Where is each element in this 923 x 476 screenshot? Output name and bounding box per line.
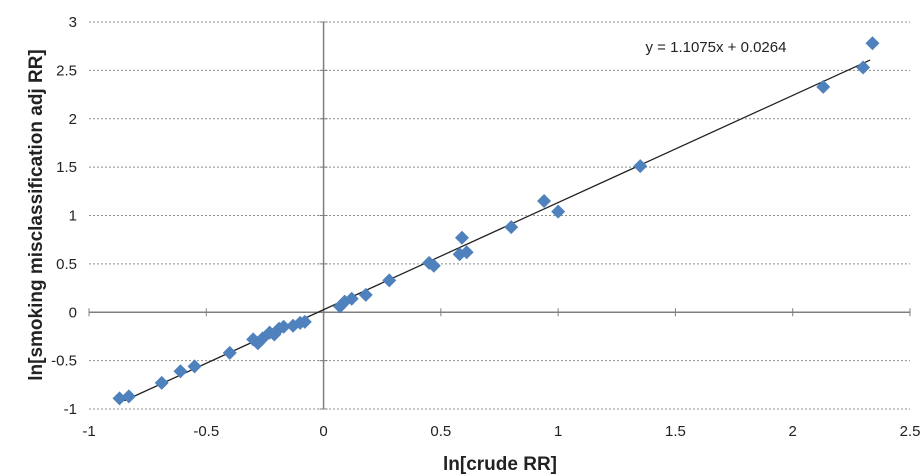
- data-points: [112, 36, 880, 406]
- data-point-3: [173, 364, 188, 379]
- data-point-25: [459, 245, 474, 260]
- y-axis-title: ln[smoking misclassification adj RR]: [26, 49, 47, 381]
- y-tick-label-3: 0.5: [56, 256, 77, 273]
- y-tick-label-8: 3: [69, 14, 77, 31]
- data-point-12: [276, 319, 291, 334]
- x-tick-label-5: 1.5: [665, 423, 686, 440]
- x-tick-label-7: 2.5: [900, 423, 921, 440]
- trendline: [123, 59, 871, 402]
- y-tick-label-6: 2: [69, 111, 77, 128]
- y-tick-label-1: -0.5: [51, 353, 77, 370]
- data-point-27: [537, 193, 552, 208]
- data-point-28: [551, 204, 566, 219]
- data-point-24: [454, 230, 469, 245]
- data-point-4: [187, 359, 202, 374]
- data-point-20: [382, 273, 397, 288]
- data-point-29: [633, 159, 648, 174]
- x-tick-label-4: 1: [554, 423, 562, 440]
- grid-lines: [89, 21, 910, 410]
- data-point-2: [154, 375, 169, 390]
- axes: [88, 21, 911, 410]
- data-point-15: [297, 314, 312, 329]
- trendline-group: [123, 59, 871, 402]
- data-point-31: [856, 60, 871, 75]
- data-point-32: [865, 36, 880, 51]
- data-point-5: [222, 345, 237, 360]
- x-tick-label-2: 0: [319, 423, 327, 440]
- trendline-equation: y = 1.1075x + 0.0264: [646, 39, 787, 56]
- y-tick-label-7: 2.5: [56, 62, 77, 79]
- data-point-19: [358, 287, 373, 302]
- x-tick-label-1: -0.5: [193, 423, 219, 440]
- y-tick-label-5: 1.5: [56, 159, 77, 176]
- y-tick-label-4: 1: [69, 208, 77, 225]
- x-tick-label-6: 2: [789, 423, 797, 440]
- x-tick-label-0: -1: [82, 423, 95, 440]
- y-tick-label-0: -1: [64, 401, 77, 418]
- data-point-18: [344, 291, 359, 306]
- tick-labels: -1 -0.5 0 0.5 1 1.5 2 2.5 -1 -0.5 0 0.5 1 1.5 2 2.5 3: [51, 14, 920, 440]
- x-axis-title: ln[crude RR]: [443, 454, 557, 475]
- data-point-0: [112, 391, 127, 406]
- x-tick-label-3: 0.5: [430, 423, 451, 440]
- data-point-26: [504, 220, 519, 235]
- data-point-1: [121, 389, 136, 404]
- y-tick-label-2: 0: [69, 304, 77, 321]
- data-point-6: [246, 332, 261, 347]
- data-point-30: [816, 79, 831, 94]
- data-point-22: [426, 258, 441, 273]
